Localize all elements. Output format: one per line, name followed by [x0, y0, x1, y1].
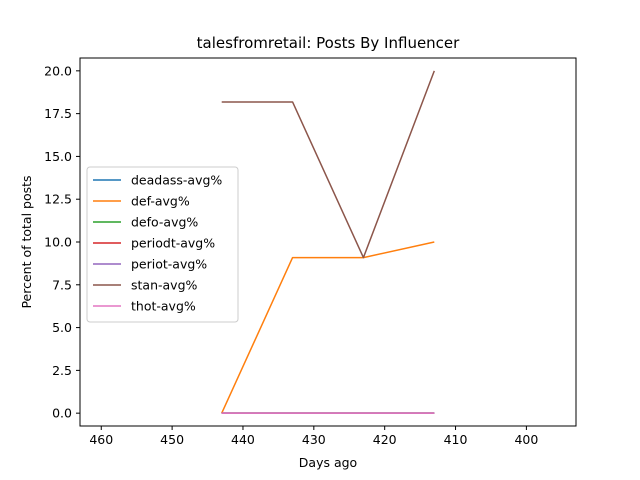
x-axis-label: Days ago	[299, 455, 357, 470]
x-axis: 460 450 440 430 420 410 400	[89, 426, 538, 447]
y-tick-label: 10.0	[44, 235, 72, 250]
y-tick-label: 17.5	[44, 106, 72, 121]
y-tick-label: 7.5	[52, 277, 72, 292]
legend-box	[86, 166, 239, 323]
x-tick-label: 420	[373, 432, 397, 447]
y-axis: 0.0 2.5 5.0 7.5 10.0 12.5 15.0 17.5 20.0	[44, 63, 80, 421]
legend-entry: def-avg%	[131, 194, 190, 209]
y-tick-label: 5.0	[52, 320, 72, 335]
x-tick-label: 430	[302, 432, 326, 447]
y-tick-label: 12.5	[44, 192, 72, 207]
x-tick-label: 460	[89, 432, 113, 447]
y-tick-label: 20.0	[44, 63, 72, 78]
y-tick-label: 2.5	[52, 363, 72, 378]
legend-entry: thot-avg%	[131, 299, 196, 314]
series-line-stan-avg-	[221, 70, 435, 259]
legend-entry: defo-avg%	[131, 215, 198, 230]
x-tick-label: 410	[444, 432, 468, 447]
legend: deadass-avg% def-avg% defo-avg% periodt-avg…	[86, 166, 239, 323]
plot-lines	[221, 70, 435, 414]
x-tick-label: 450	[160, 432, 184, 447]
legend-entry: deadass-avg%	[131, 173, 222, 188]
legend-entry: periot-avg%	[131, 257, 207, 272]
x-tick-label: 440	[231, 432, 255, 447]
y-tick-label: 0.0	[52, 406, 72, 421]
y-tick-label: 15.0	[44, 149, 72, 164]
series-line-def-avg-	[221, 241, 435, 414]
legend-entry: periodt-avg%	[131, 236, 215, 251]
chart-title: talesfromretail: Posts By Influencer	[197, 34, 460, 52]
y-axis-label: Percent of total posts	[19, 175, 34, 308]
legend-entry: stan-avg%	[131, 278, 197, 293]
x-tick-label: 400	[514, 432, 538, 447]
